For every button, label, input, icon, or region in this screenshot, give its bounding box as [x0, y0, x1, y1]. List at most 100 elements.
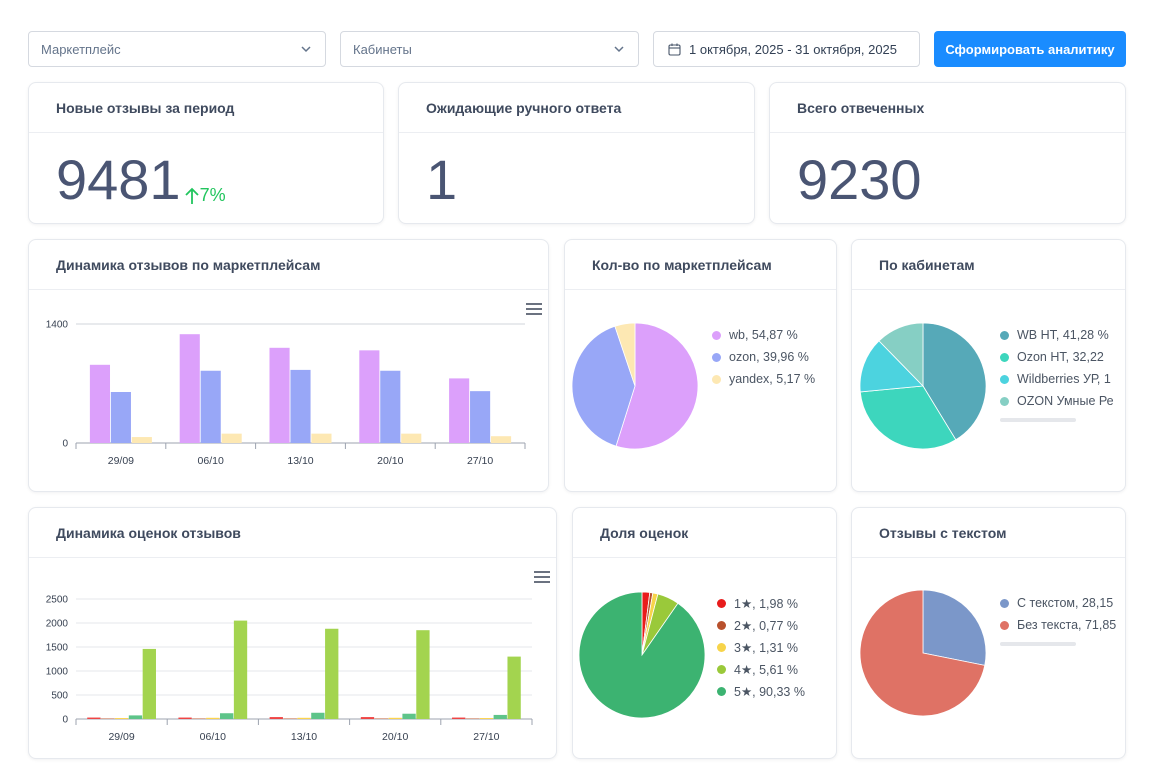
legend-label: 1★, 1,98 %	[734, 596, 799, 611]
date-range-picker[interactable]: 1 октября, 2025 - 31 октября, 2025	[653, 31, 920, 67]
legend-marker	[717, 620, 726, 630]
bar-wb-20-10[interactable]	[359, 350, 380, 443]
legend-label: Без текста, 71,85	[1017, 618, 1117, 632]
chart-menu-icon[interactable]	[534, 571, 550, 583]
generate-analytics-button[interactable]: Сформировать аналитику	[934, 31, 1126, 67]
cabinet-share-card: По кабинетам WB НТ, 41,28 % Ozon НТ, 32,2…	[851, 239, 1126, 492]
reviews-dynamics-chart: 0 1400 29/09 06/10 13/10 20/10 27/10	[46, 320, 526, 467]
bar-5-06-10[interactable]	[233, 620, 248, 719]
kpi-pending-value: 1	[426, 148, 458, 211]
bar-5-20-10[interactable]	[416, 630, 430, 719]
legend-item[interactable]: WB НТ, 41,28 %	[1000, 324, 1114, 346]
bar-ozon-13-10[interactable]	[290, 369, 311, 443]
bar-wb-13-10[interactable]	[269, 347, 290, 443]
bar-5-27-10[interactable]	[507, 656, 521, 719]
bar-3-20-10[interactable]	[388, 717, 402, 719]
bar-4-20-10[interactable]	[402, 713, 416, 719]
pie-slice-1[interactable]	[571, 325, 636, 447]
kpi-pending-title: Ожидающие ручного ответа	[399, 83, 754, 133]
legend-item[interactable]: 2★, 0,77 %	[717, 614, 805, 636]
legend-marker	[1000, 620, 1009, 630]
bar-4-29-09[interactable]	[128, 715, 143, 719]
ratings-dynamics-chart: 0 500 1000 1500 2000 2500 29/09 06/10 13/10 20/10…	[46, 595, 533, 743]
pie-slice-0[interactable]	[922, 322, 987, 441]
pie-slice-0[interactable]	[922, 589, 987, 666]
y-tick-label: 2500	[46, 595, 69, 606]
legend-label: OZON Умные Ре	[1017, 394, 1114, 408]
y-tick-label: 500	[51, 691, 68, 702]
bar-ozon-27-10[interactable]	[470, 391, 491, 443]
cabinet-select[interactable]: Кабинеты	[340, 31, 639, 67]
legend-item[interactable]: yandex, 5,17 %	[712, 368, 815, 390]
x-tick-label: 13/10	[287, 455, 313, 467]
text-share-title: Отзывы с текстом	[852, 508, 1125, 558]
bar-yandex-20-10[interactable]	[401, 433, 422, 443]
kpi-new-reviews-delta: 7%	[184, 185, 226, 206]
pie-slice-3[interactable]	[878, 322, 924, 387]
legend-item[interactable]: 5★, 90,33 %	[717, 680, 805, 702]
pie-slice-1[interactable]	[859, 589, 986, 717]
bar-3-13-10[interactable]	[297, 717, 311, 719]
legend-marker	[712, 352, 721, 362]
bar-4-13-10[interactable]	[311, 712, 325, 719]
x-tick-label: 29/09	[108, 455, 134, 467]
pie-slice-1[interactable]	[859, 385, 957, 450]
legend-item[interactable]: Без текста, 71,85	[1000, 614, 1116, 636]
bar-ozon-20-10[interactable]	[380, 370, 401, 443]
legend-label: 3★, 1,31 %	[734, 640, 799, 655]
bar-yandex-13-10[interactable]	[311, 433, 332, 443]
bar-yandex-27-10[interactable]	[490, 436, 512, 443]
bar-3-06-10[interactable]	[206, 717, 220, 719]
bar-5-29-09[interactable]	[142, 648, 156, 719]
chart-menu-icon[interactable]	[526, 303, 542, 315]
legend-item[interactable]: С текстом, 28,15	[1000, 592, 1116, 614]
legend-marker	[1000, 352, 1009, 362]
kpi-answered-value: 9230	[797, 148, 922, 211]
bar-3-27-10[interactable]	[479, 718, 494, 719]
legend-item[interactable]: 1★, 1,98 %	[717, 592, 805, 614]
pie-slice-2[interactable]	[614, 322, 636, 387]
kpi-pending-card: Ожидающие ручного ответа 1	[398, 82, 755, 224]
legend-item[interactable]: 3★, 1,31 %	[717, 636, 805, 658]
bar-4-06-10[interactable]	[220, 713, 234, 719]
text-share-card: Отзывы с текстом С текстом, 28,15 Без тек…	[851, 507, 1126, 759]
y-tick-label: 1000	[46, 667, 69, 678]
bar-ozon-06-10[interactable]	[200, 370, 221, 443]
bar-wb-06-10[interactable]	[179, 334, 200, 443]
bar-3-29-09[interactable]	[114, 718, 129, 719]
bar-1-20-10[interactable]	[360, 717, 375, 719]
ratings-share-pie	[578, 591, 706, 719]
pie-slice-0[interactable]	[615, 322, 699, 450]
pie-slice-2[interactable]	[859, 340, 924, 393]
legend-item[interactable]: OZON Умные Ре	[1000, 390, 1114, 412]
legend-label: WB НТ, 41,28 %	[1017, 328, 1109, 342]
y-tick-label: 0	[62, 439, 68, 450]
legend-marker	[1000, 374, 1009, 384]
legend-label: wb, 54,87 %	[729, 328, 798, 342]
cabinet-share-pie	[859, 322, 987, 450]
pie-slice-4[interactable]	[578, 591, 706, 719]
legend-item[interactable]: ozon, 39,96 %	[712, 346, 815, 368]
legend-item[interactable]: wb, 54,87 %	[712, 324, 815, 346]
bar-1-29-09[interactable]	[87, 717, 101, 719]
legend-item[interactable]: Wildberries УР, 1	[1000, 368, 1114, 390]
bar-ozon-29-09[interactable]	[110, 392, 131, 443]
bar-wb-27-10[interactable]	[449, 378, 470, 443]
legend-item[interactable]: 4★, 5,61 %	[717, 658, 805, 680]
bar-1-27-10[interactable]	[452, 717, 466, 719]
ratings-share-title: Доля оценок	[573, 508, 836, 558]
bar-yandex-29-09[interactable]	[131, 437, 152, 443]
legend-item[interactable]: Ozon НТ, 32,22	[1000, 346, 1114, 368]
bar-4-27-10[interactable]	[493, 714, 507, 719]
x-tick-label: 27/10	[467, 455, 493, 467]
legend-scrollbar[interactable]	[1000, 642, 1076, 646]
legend-label: yandex, 5,17 %	[729, 372, 816, 386]
bar-1-13-10[interactable]	[269, 717, 283, 719]
bar-5-13-10[interactable]	[325, 628, 339, 719]
bar-1-06-10[interactable]	[178, 717, 192, 719]
bar-yandex-06-10[interactable]	[221, 433, 242, 443]
marketplace-select[interactable]: Маркетплейс	[28, 31, 326, 67]
bar-wb-29-09[interactable]	[89, 364, 111, 443]
cabinet-share-title: По кабинетам	[852, 240, 1125, 290]
legend-scrollbar[interactable]	[1000, 418, 1076, 422]
